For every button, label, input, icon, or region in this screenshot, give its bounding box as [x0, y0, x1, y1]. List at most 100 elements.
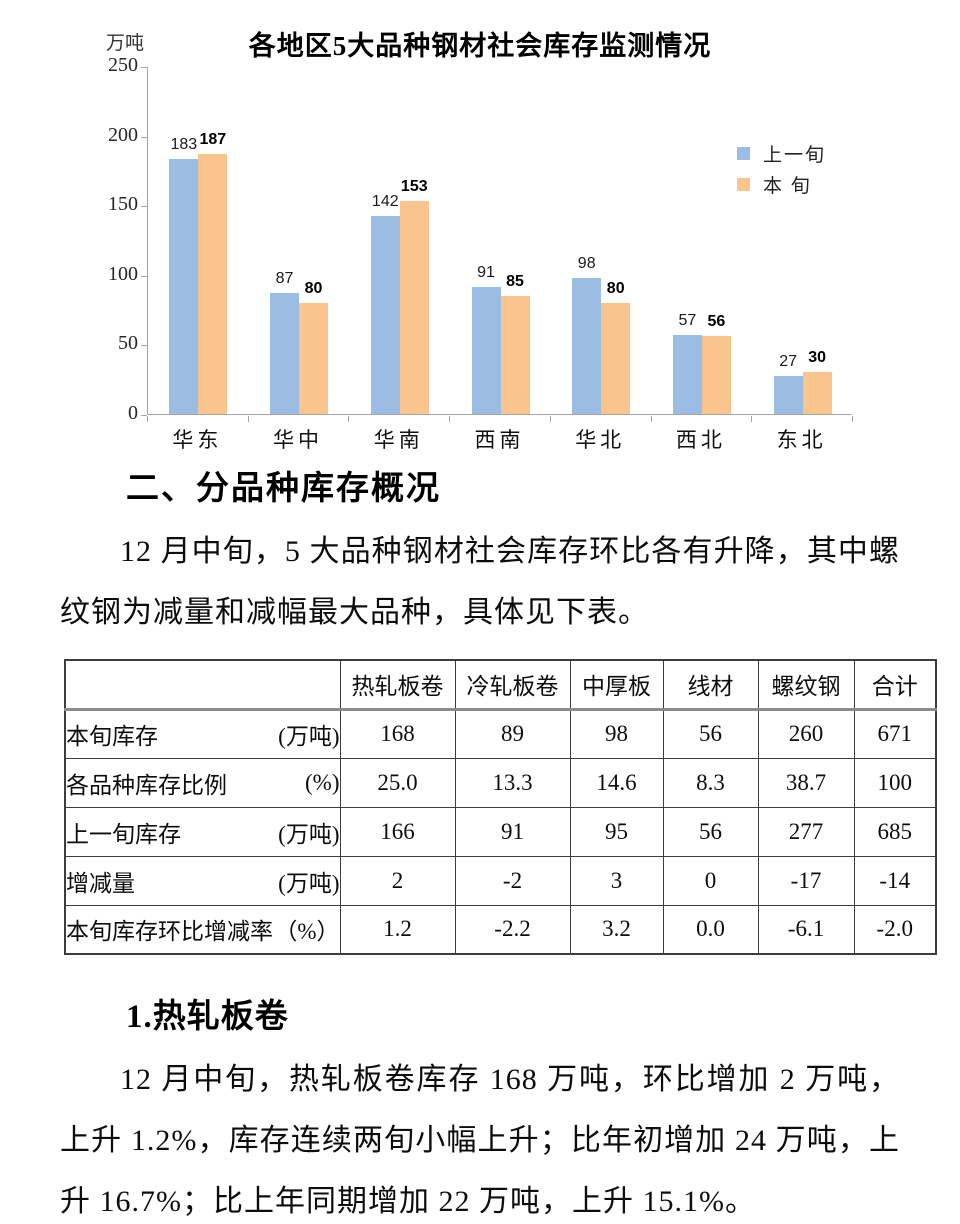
table-cell: 277	[757, 806, 855, 857]
x-axis-category-label: 西南	[474, 428, 525, 452]
bar-value-label-prev: 57	[678, 312, 697, 329]
table-cell: 260	[757, 708, 855, 759]
row-label-wrap: 增减量 (万吨)	[66, 864, 340, 898]
row-label-wrap: 上一旬库存 (万吨)	[66, 815, 340, 849]
x-axis-category-label: 华中	[273, 428, 324, 452]
table-header-cell: 螺纹钢	[757, 659, 855, 711]
table-cell: -2.2	[454, 904, 571, 955]
bar-current-period	[299, 303, 329, 414]
table-cell: 38.7	[757, 757, 855, 808]
y-axis-tick	[141, 345, 147, 347]
y-axis-tick	[141, 415, 147, 416]
subsection-heading: 1.热轧板卷	[126, 999, 289, 1035]
legend-swatch-current	[737, 178, 750, 191]
table-cell: 56	[662, 806, 759, 857]
table-cell: 56	[662, 708, 759, 759]
chart-title: 各地区5大品种钢材社会库存监测情况	[248, 31, 712, 61]
bar-current-period	[802, 372, 832, 414]
table-cell: 3	[569, 855, 664, 906]
table-cell: 13.3	[454, 757, 571, 808]
x-axis-category-label: 华东	[172, 428, 223, 452]
x-axis-category-label: 东北	[776, 428, 827, 452]
row-label-cell: 本旬库存环比增减率 （%）	[64, 904, 341, 955]
bar-value-label-current: 187	[199, 131, 227, 148]
y-axis-tick-label: 50	[118, 332, 138, 355]
row-label: 上一旬库存	[66, 821, 181, 847]
y-axis-tick	[141, 275, 147, 277]
row-label-wrap: 本旬库存 (万吨)	[66, 717, 340, 751]
table-cell: 685	[853, 806, 937, 857]
bar-value-label-current: 153	[400, 178, 428, 195]
row-label: 增减量	[66, 870, 135, 896]
legend-label: 本 旬	[763, 176, 812, 197]
section-heading: 二、分品种库存概况	[126, 471, 441, 507]
table-header-cell: 热轧板卷	[339, 659, 456, 711]
row-unit: (万吨)	[278, 821, 340, 847]
row-unit: (%)	[305, 769, 340, 795]
bar-current-period	[701, 336, 731, 414]
bar-prev-period	[370, 216, 400, 414]
bar-value-label-current: 80	[304, 280, 323, 297]
table-header-cell: 冷轧板卷	[454, 659, 571, 711]
bar-value-label-current: 85	[506, 273, 524, 290]
bar-prev-period	[572, 278, 602, 414]
row-unit: (万吨)	[278, 870, 340, 896]
table-cell: 671	[853, 708, 937, 759]
x-axis-tick	[751, 416, 753, 422]
row-label: 本旬库存	[66, 724, 158, 749]
bar-value-label-prev: 91	[477, 264, 495, 281]
table-cell: 2	[339, 855, 456, 906]
table-cell: 98	[569, 708, 664, 759]
regional-inventory-chart: 各地区5大品种钢材社会库存监测情况 万吨 183 187 87 80 142 153 91 8…	[0, 0, 960, 455]
table-cell: 14.6	[569, 757, 664, 808]
bar-value-label-prev: 87	[275, 270, 294, 287]
x-axis-category-label: 西北	[675, 428, 726, 452]
bar-prev-period	[471, 287, 501, 414]
table-cell: -2	[454, 855, 571, 906]
subsection-paragraph: 12 月中旬，热轧板卷库存 168 万吨，环比增加 2 万吨，上升 1.2%，库…	[60, 1063, 900, 1218]
article-body-2: 1.热轧板卷 12 月中旬，热轧板卷库存 168 万吨，环比增加 2 万吨，上升…	[0, 989, 960, 1224]
table-cell: 3.2	[569, 904, 664, 955]
table-cell: 100	[853, 757, 937, 808]
variety-inventory-table: 热轧板卷 冷轧板卷 中厚板 线材 螺纹钢 合计 本旬库存 (万吨) 168 89 98 56 260 67…	[64, 659, 937, 955]
table-cell: -17	[757, 855, 855, 906]
table-cell: 89	[454, 708, 571, 759]
bar-value-label-current: 80	[606, 280, 625, 297]
table-row: 各品种库存比例 (%) 25.0 13.3 14.6 8.3 38.7 100	[64, 757, 937, 808]
article-body: 二、分品种库存概况 12 月中旬，5 大品种钢材社会库存环比各有升降，其中螺纹钢…	[0, 461, 960, 643]
x-axis-tick	[449, 416, 451, 422]
x-axis-tick	[852, 416, 853, 422]
table-header-cell: 合计	[853, 659, 937, 711]
table-header-cell	[64, 659, 341, 711]
table-header-cell: 中厚板	[569, 659, 664, 711]
x-axis-tick	[348, 416, 350, 422]
row-label-cell: 上一旬库存 (万吨)	[64, 806, 341, 857]
table-cell: 0	[662, 855, 759, 906]
table-cell: -2.0	[853, 904, 937, 955]
y-axis-tick-label: 100	[108, 262, 138, 285]
table-cell: 25.0	[339, 757, 456, 808]
bar-value-label-current: 30	[808, 349, 827, 366]
table-cell: -14	[853, 855, 937, 906]
x-axis-tick	[650, 416, 652, 422]
row-label: 各品种库存比例	[66, 772, 227, 798]
x-axis-tick	[247, 416, 249, 422]
x-axis-tick	[147, 416, 148, 422]
table-cell: 1.2	[339, 904, 456, 955]
table-row: 本旬库存环比增减率 （%） 1.2 -2.2 3.2 0.0 -6.1 -2.0	[64, 904, 937, 955]
bar-value-label-prev: 27	[779, 353, 798, 370]
table-row: 本旬库存 (万吨) 168 89 98 56 260 671	[64, 708, 937, 759]
bar-value-label-prev: 183	[170, 136, 198, 153]
y-axis-tick-label: 200	[108, 123, 138, 146]
y-axis-tick-label: 250	[108, 54, 138, 76]
bar-value-label-prev: 98	[577, 255, 596, 272]
row-unit: (万吨)	[278, 724, 340, 749]
legend-item: 上一旬	[737, 138, 826, 169]
table-cell: 166	[339, 806, 456, 857]
bar-value-label-current: 56	[707, 313, 726, 330]
bar-current-period	[500, 296, 530, 414]
chart-plot-area: 183 187 87 80 142 153 91 85 98 80 57 56 27 30	[147, 67, 852, 415]
table-row: 增减量 (万吨) 2 -2 3 0 -17 -14	[64, 855, 937, 906]
x-axis-category-label: 华北	[575, 428, 626, 452]
table-cell: 0.0	[662, 904, 759, 955]
